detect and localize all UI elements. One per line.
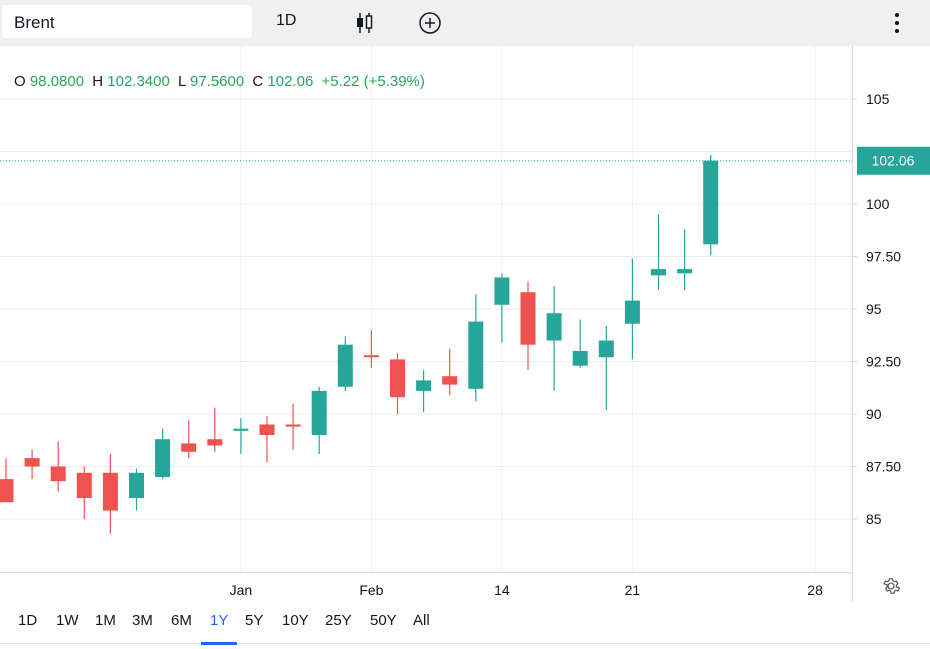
high-label: H (92, 73, 104, 90)
range-button-all[interactable]: All (413, 612, 430, 629)
time-tick-label: Jan (230, 582, 253, 598)
price-tick-label: 87.50 (866, 459, 901, 475)
candle-body (50, 466, 66, 482)
candle-body (703, 160, 719, 245)
candle-body (572, 351, 588, 366)
range-button-1y[interactable]: 1Y (210, 612, 229, 629)
candle-body (24, 458, 40, 467)
ohlc-legend: O 98.0800 H 102.3400 L 97.5600 C 102.06 … (14, 73, 425, 90)
add-compare-icon[interactable] (418, 11, 442, 35)
range-button-25y[interactable]: 25Y (325, 612, 352, 629)
close-label: C (252, 73, 264, 90)
range-button-1d[interactable]: 1D (18, 612, 38, 629)
range-button-5y[interactable]: 5Y (245, 612, 264, 629)
chart-toolbar: Brent 1D (0, 0, 930, 46)
candle-body (546, 313, 562, 341)
candle-body (520, 292, 536, 345)
interval-button[interactable]: 1D (276, 12, 297, 29)
range-button-3m[interactable]: 3M (132, 612, 153, 629)
open-value: 98.0800 (29, 73, 85, 90)
candle-body (677, 269, 693, 274)
candle-body (259, 424, 275, 435)
candle-body (651, 269, 666, 276)
range-button-1w[interactable]: 1W (56, 612, 79, 629)
price-tick-label: 97.50 (866, 249, 901, 265)
time-tick-label: 28 (807, 582, 823, 598)
range-bar: 1D 1W 1M 3M 6M 1Y 5Y 10Y 25Y 50Y All (0, 603, 930, 649)
candle-body (285, 424, 301, 427)
more-vertical-icon[interactable] (890, 11, 904, 35)
candle-body (233, 428, 249, 431)
price-chart[interactable]: 85 87.50 90 92.50 95 97.50 100 105 Jan Feb 14 21 28 1… (0, 46, 930, 603)
last-price-tag (857, 146, 930, 175)
range-button-1m[interactable]: 1M (95, 612, 116, 629)
candle-body (102, 472, 118, 511)
candle-body (129, 472, 144, 498)
range-bar-divider (0, 643, 930, 644)
candle-body (363, 355, 379, 358)
price-tick-label: 100 (866, 196, 890, 212)
candle-body (442, 376, 458, 385)
candles-icon[interactable] (354, 11, 376, 35)
change-value: +5.22 (+5.39%) (321, 73, 425, 90)
candle-body (76, 472, 92, 498)
candle-body (181, 443, 197, 452)
close-value: 102.06 (267, 73, 314, 90)
candle-body (207, 439, 223, 446)
active-range-indicator (201, 642, 237, 645)
open-label: O (14, 73, 26, 90)
price-tick-label: 90 (866, 406, 882, 422)
settings-gear-icon[interactable] (881, 576, 901, 596)
time-tick-label: Feb (359, 582, 383, 598)
price-tick-label: 92.50 (866, 354, 901, 370)
price-tick-label: 105 (866, 91, 890, 107)
candle-body (0, 479, 14, 503)
candle-body (337, 344, 353, 387)
candle-body (155, 439, 171, 477)
candle-body (624, 300, 640, 324)
candle-body (494, 277, 510, 305)
range-button-50y[interactable]: 50Y (370, 612, 397, 629)
range-button-6m[interactable]: 6M (171, 612, 192, 629)
price-tick-label: 95 (866, 301, 882, 317)
candle-body (390, 359, 405, 398)
candle-body (311, 390, 327, 435)
symbol-search-input[interactable]: Brent (2, 5, 252, 38)
time-tick-label: 14 (494, 582, 510, 598)
candle-body (598, 340, 614, 358)
price-tick-label: 85 (866, 511, 882, 527)
last-price-label: 102.06 (872, 153, 915, 169)
candle-body (468, 321, 484, 389)
low-label: L (178, 73, 186, 90)
candle-body (416, 380, 432, 391)
high-value: 102.3400 (107, 73, 170, 90)
low-value: 97.5600 (189, 73, 245, 90)
range-button-10y[interactable]: 10Y (282, 612, 309, 629)
time-tick-label: 21 (625, 582, 641, 598)
